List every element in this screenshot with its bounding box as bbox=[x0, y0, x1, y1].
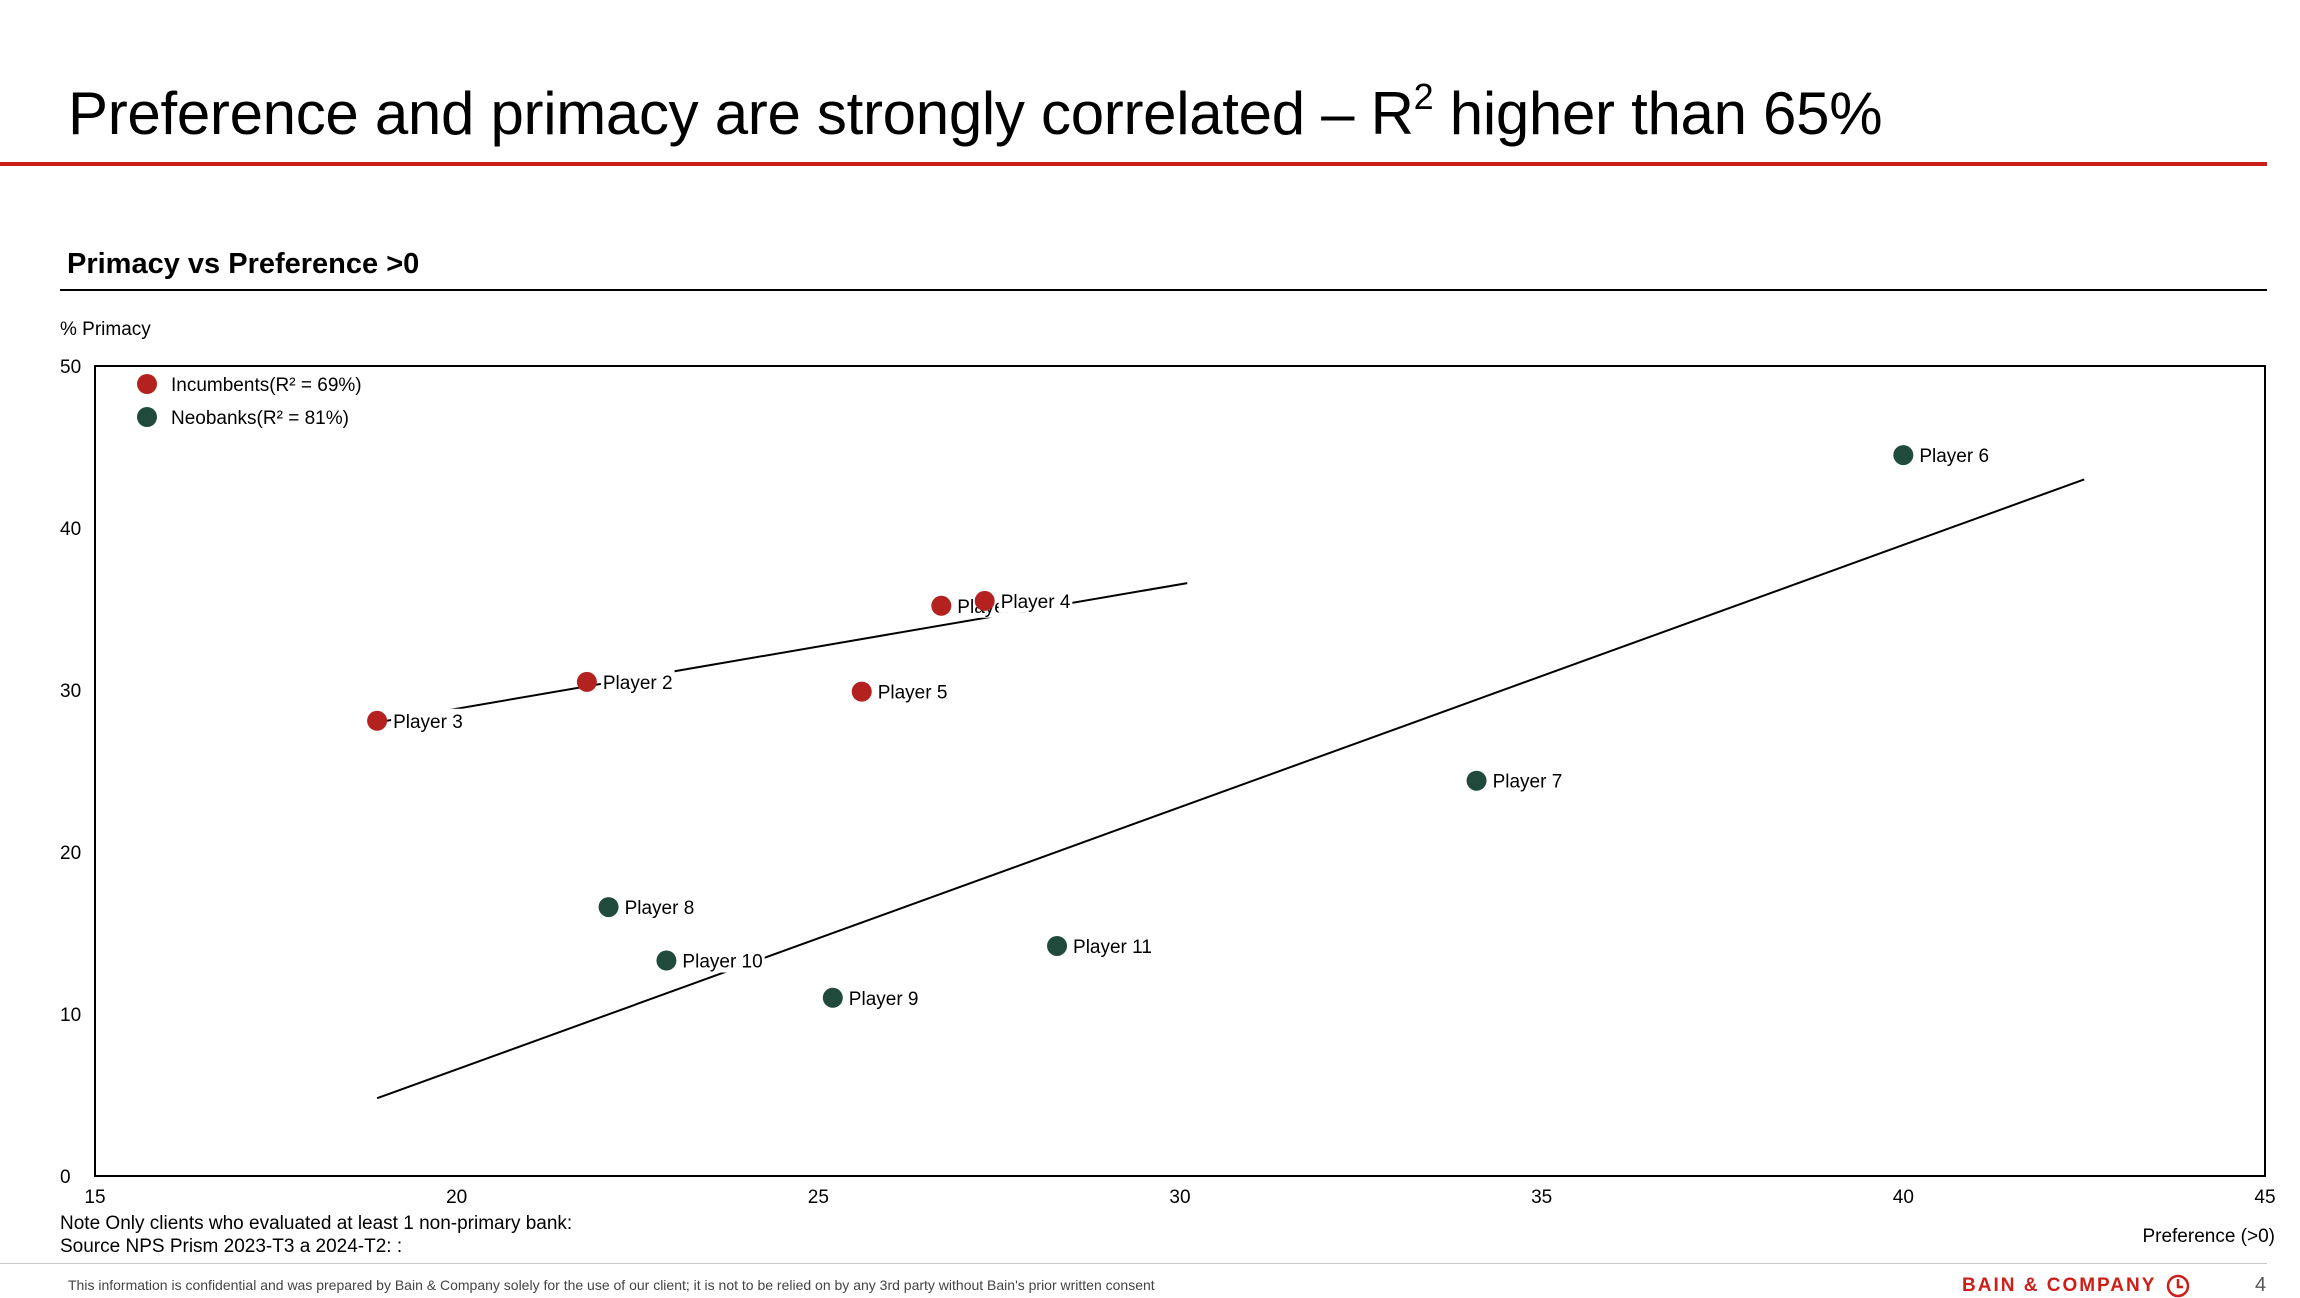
confidentiality-notice: This information is confidential and was… bbox=[68, 1277, 1155, 1293]
data-point bbox=[576, 671, 597, 692]
bain-logo-icon bbox=[2167, 1274, 2190, 1298]
data-point-label: Player 10 bbox=[682, 952, 762, 973]
data-point bbox=[931, 595, 952, 616]
x-tick-label: 40 bbox=[1893, 1187, 1914, 1208]
y-tick-label: 50 bbox=[60, 357, 81, 378]
page-title: Preference and primacy are strongly corr… bbox=[68, 76, 1883, 148]
data-point-label: Player 9 bbox=[849, 989, 919, 1010]
data-point-label: Player 7 bbox=[1493, 772, 1563, 793]
data-point-label: Player 4 bbox=[1001, 592, 1071, 613]
y-axis-label: % Primacy bbox=[60, 319, 151, 340]
y-tick-label: 20 bbox=[60, 843, 81, 864]
data-point-label-bg bbox=[846, 985, 921, 1010]
data-point-label-bg bbox=[391, 708, 465, 733]
legend-marker bbox=[137, 374, 157, 394]
data-point bbox=[851, 681, 872, 702]
x-tick-label: 35 bbox=[1531, 1187, 1552, 1208]
y-tick-label: 0 bbox=[60, 1167, 71, 1188]
data-point bbox=[1466, 770, 1487, 791]
data-point bbox=[974, 590, 995, 611]
y-tick-label: 10 bbox=[60, 1005, 81, 1026]
data-point-label-bg bbox=[875, 679, 950, 704]
brand-logo: BAIN & COMPANY bbox=[1962, 1274, 2190, 1298]
subtitle-divider bbox=[60, 289, 2267, 291]
y-tick-label: 40 bbox=[60, 519, 81, 540]
x-tick-label: 15 bbox=[84, 1187, 105, 1208]
legend-marker bbox=[137, 407, 157, 427]
data-point-label-bg bbox=[680, 948, 765, 973]
data-point bbox=[1047, 935, 1068, 956]
chart-subtitle: Primacy vs Preference >0 bbox=[67, 248, 420, 280]
note-text: Note Only clients who evaluated at least… bbox=[60, 1213, 573, 1234]
data-point-label: Player 6 bbox=[1919, 446, 1989, 467]
data-point bbox=[822, 987, 843, 1008]
y-tick-label: 30 bbox=[60, 681, 81, 702]
page-number: 4 bbox=[2255, 1274, 2267, 1296]
data-point-label-bg bbox=[1071, 933, 1154, 958]
data-point-label: Player 2 bbox=[603, 673, 673, 694]
x-tick-label: 25 bbox=[808, 1187, 829, 1208]
data-point bbox=[656, 950, 677, 971]
title-divider bbox=[0, 162, 2267, 166]
trendline-series-2 bbox=[376, 478, 2085, 1100]
data-point bbox=[598, 897, 619, 918]
scatter-chart: % Primacy Preference (>0) 15 20 25 30 35 40 45… bbox=[60, 319, 2276, 1247]
data-point bbox=[1893, 445, 1914, 466]
x-tick-label: 30 bbox=[1169, 1187, 1190, 1208]
data-point-label-bg bbox=[600, 669, 675, 694]
data-point-label: Player 3 bbox=[393, 712, 463, 733]
note-block: Note Only clients who evaluated at least… bbox=[60, 1212, 572, 1258]
data-point-label-bg bbox=[1917, 443, 1992, 468]
plot-frame bbox=[94, 365, 2266, 1177]
data-point-label: Player 5 bbox=[878, 683, 948, 704]
title-superscript: 2 bbox=[1413, 76, 1434, 117]
data-point-label: Player 8 bbox=[625, 898, 695, 919]
data-point-label: Player 11 bbox=[1073, 937, 1152, 958]
legend: Incumbents(R² = 69%) Neobanks(R² = 81%) bbox=[137, 374, 362, 429]
footer-divider bbox=[0, 1263, 2267, 1264]
source-text: Source NPS Prism 2023-T3 a 2024-T2: : bbox=[60, 1236, 403, 1257]
brand-name: BAIN & COMPANY bbox=[1962, 1275, 2157, 1296]
data-point-label-bg bbox=[622, 895, 697, 920]
x-tick-label: 20 bbox=[446, 1187, 467, 1208]
x-tick-label: 45 bbox=[2254, 1187, 2275, 1208]
trendlines bbox=[376, 478, 2085, 1100]
data-point bbox=[367, 710, 388, 731]
axis-ticks: 15 20 25 30 35 40 45 0 10 20 30 40 50 bbox=[60, 357, 2276, 1208]
data-point-label-bg bbox=[1490, 768, 1565, 793]
x-axis-label: Preference (>0) bbox=[2142, 1226, 2275, 1247]
legend-label: Neobanks(R² = 81%) bbox=[171, 408, 349, 429]
legend-label: Incumbents(R² = 69%) bbox=[171, 375, 362, 396]
data-point-label-bg bbox=[998, 588, 1073, 613]
